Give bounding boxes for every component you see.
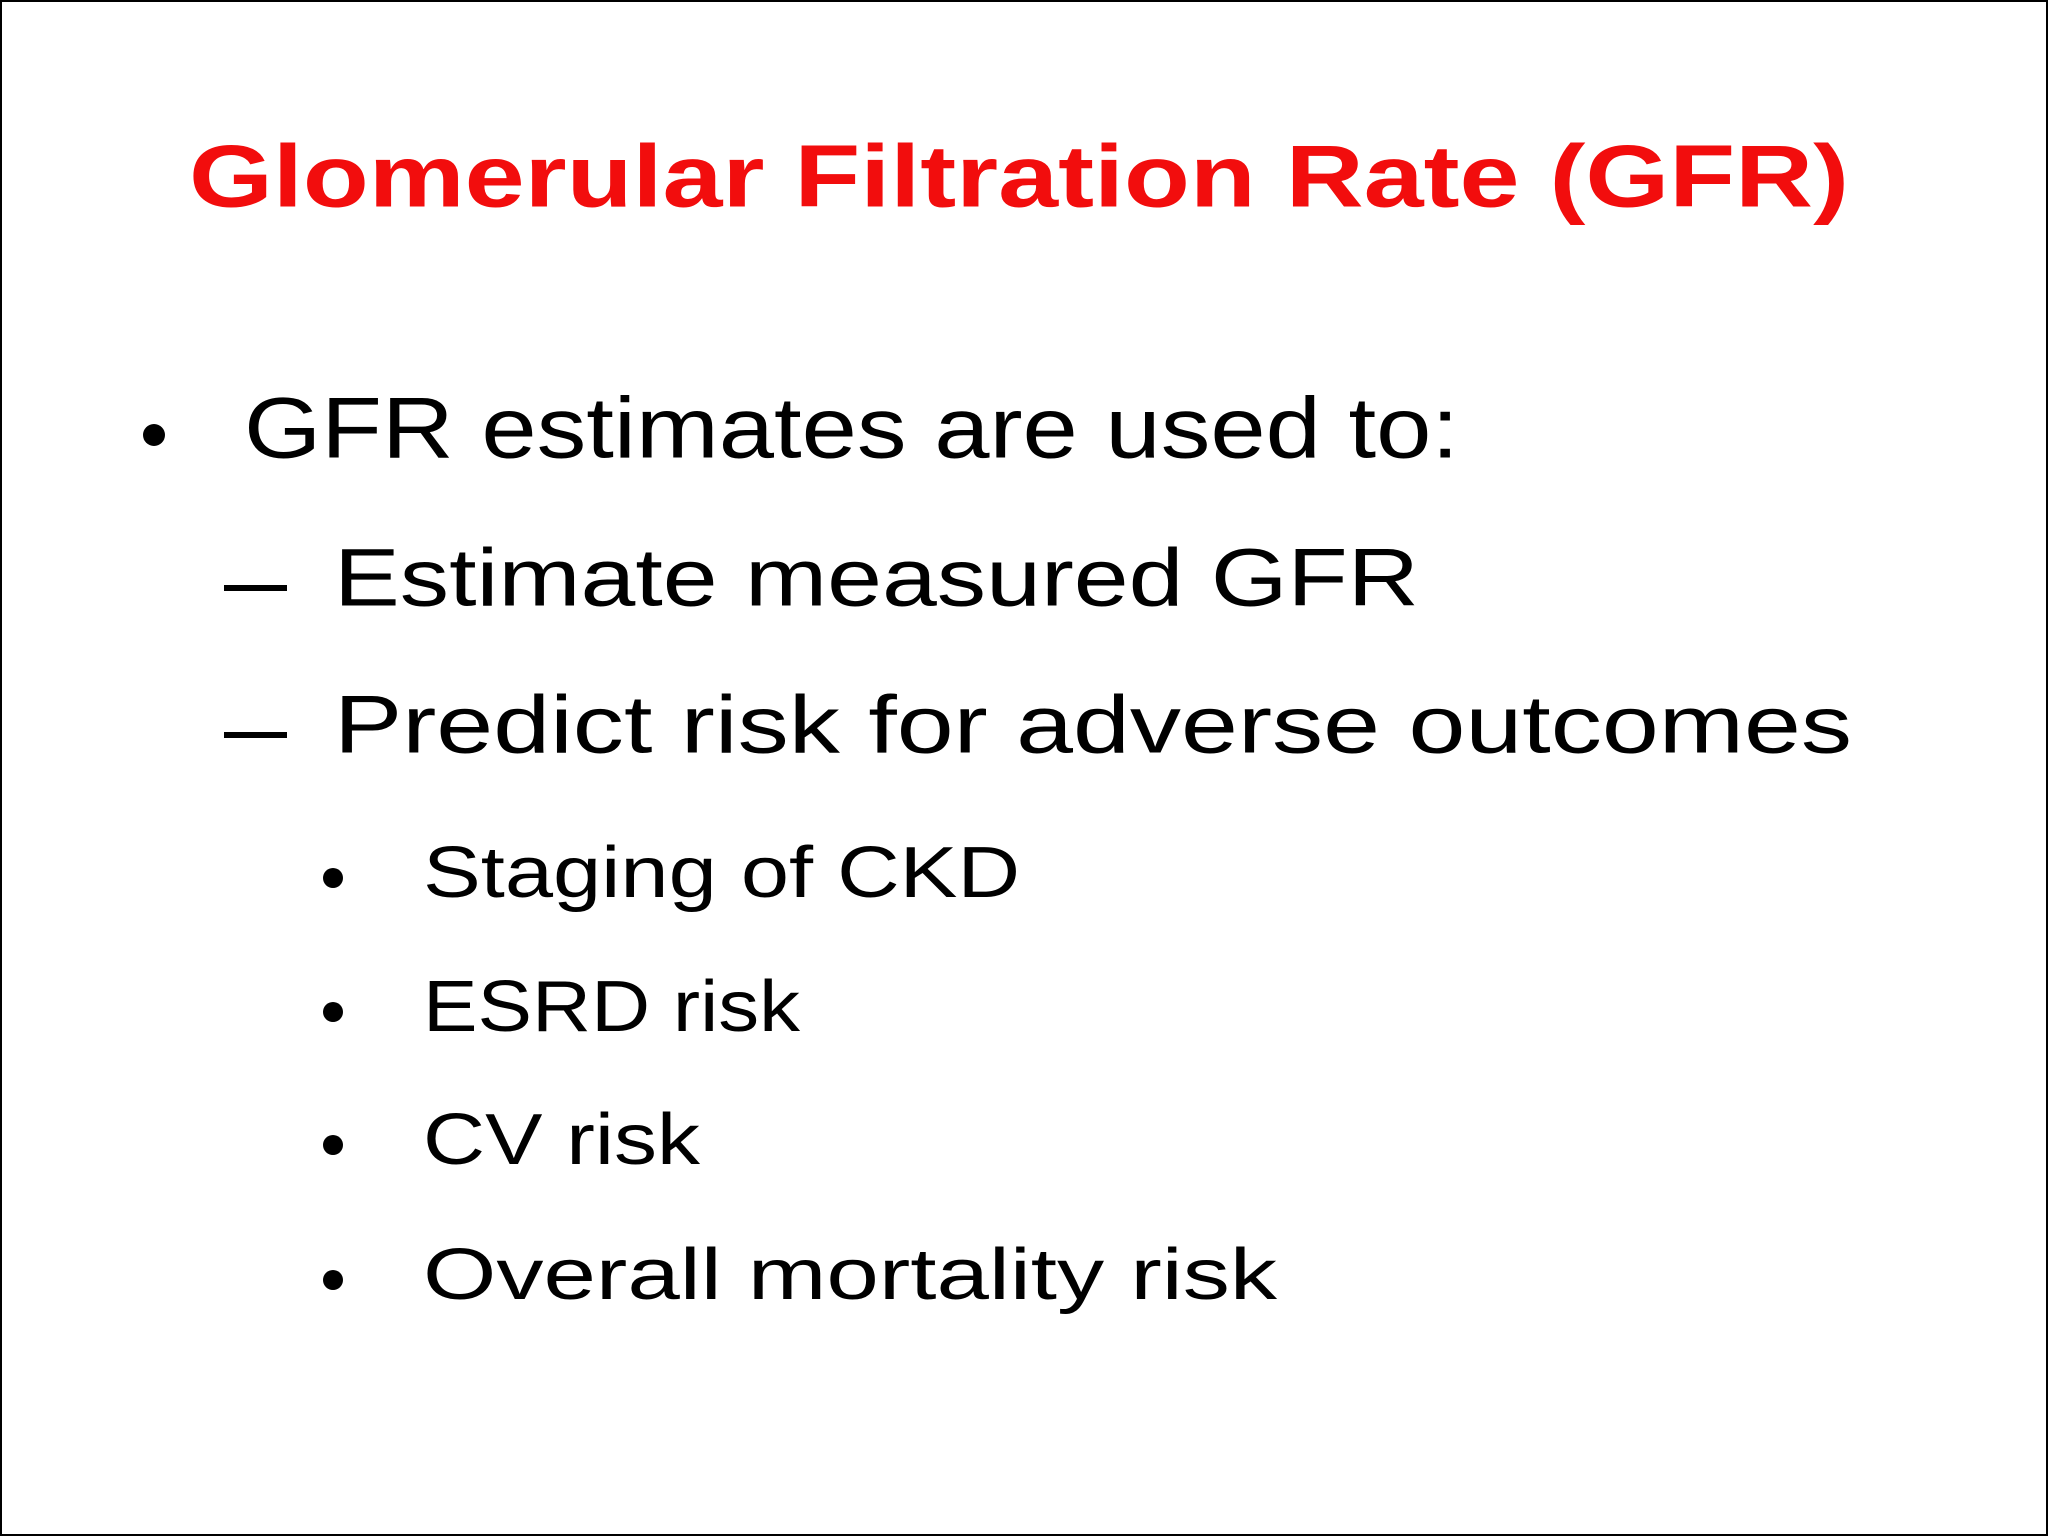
sub-sub-bullet-text: ESRD risk [423, 967, 801, 1047]
sub-sub-bullet-text: Overall mortality risk [423, 1235, 1278, 1315]
sub-sub-bullet-text: Staging of CKD [423, 833, 1020, 913]
bullet-marker [323, 1135, 343, 1155]
bullet-marker [143, 424, 165, 446]
slide-title: Glomerular Filtration Rate (GFR) [189, 126, 1849, 225]
bullet-marker [323, 1002, 343, 1022]
sub-bullet-text: Predict risk for adverse outcomes [334, 680, 1852, 771]
sub-bullet-text: Estimate measured GFR [334, 533, 1419, 624]
bullet-marker [323, 868, 343, 888]
bullet-marker [323, 1270, 343, 1290]
sub-sub-bullet-text: CV risk [423, 1100, 701, 1180]
bullet-text: GFR estimates are used to: [244, 381, 1459, 477]
